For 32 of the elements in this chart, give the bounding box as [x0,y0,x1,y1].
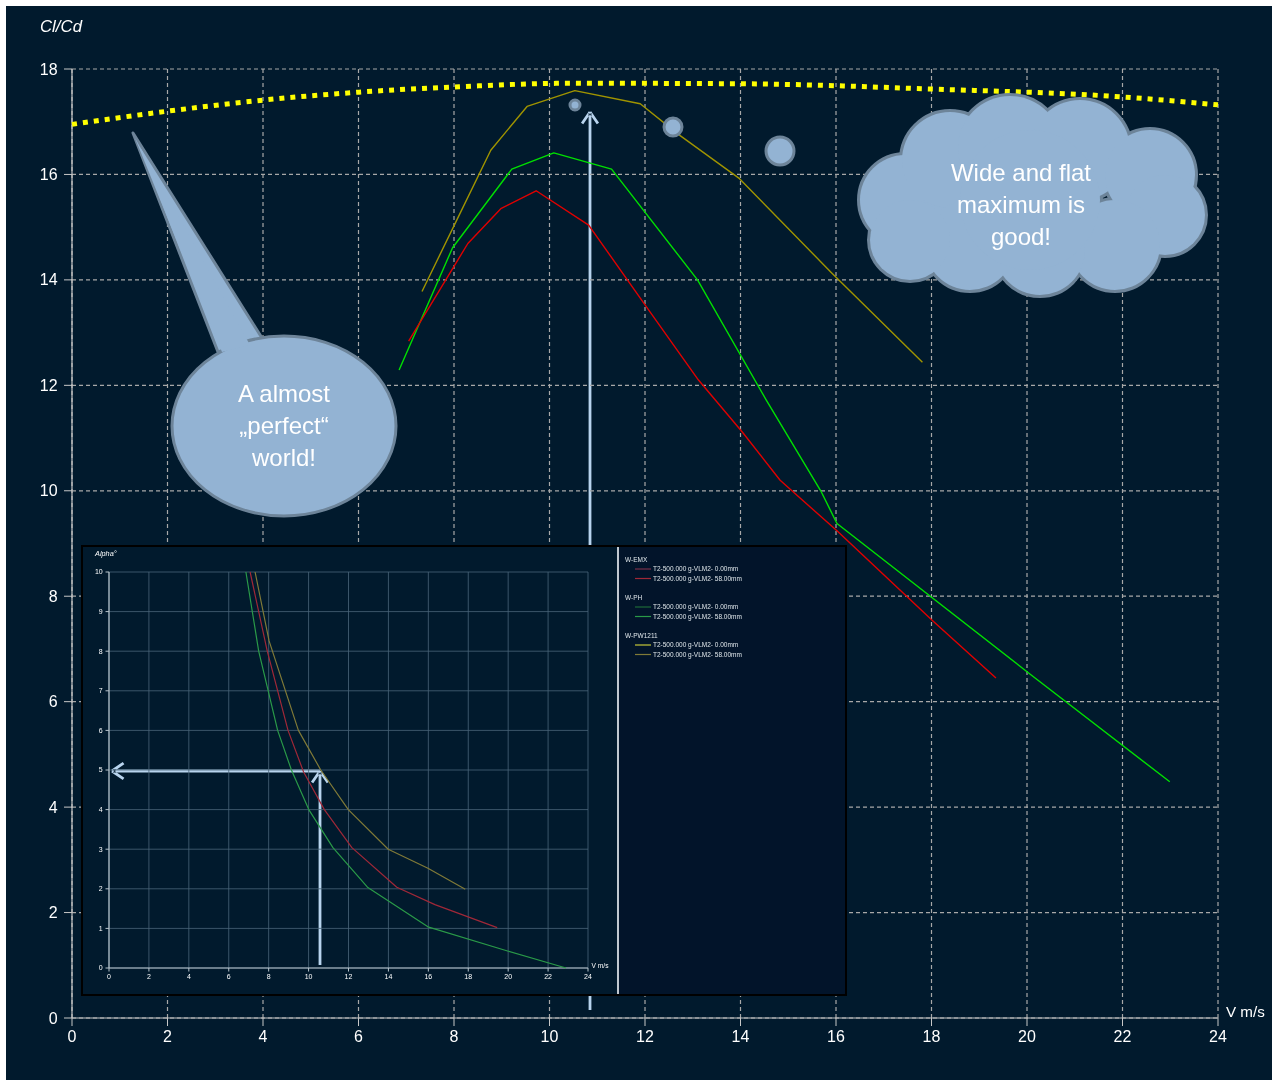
x-tick-label: 14 [731,1028,750,1045]
x-tick-label: 16 [827,1028,845,1045]
y-tick-label: 2 [48,904,58,922]
line-series [245,571,567,969]
x-tick-label: 20 [1018,1028,1036,1045]
y-tick-label: 12 [39,376,58,394]
x-tick-label: 8 [449,1028,459,1045]
annotation: Wide and flat maximum is good! [950,159,1092,250]
annotation: A almost „perfect“ world! [237,380,331,471]
x-tick-label: 18 [922,1028,941,1045]
line-series [249,571,498,929]
x-tick-label: 4 [258,1028,268,1045]
x-tick-label: 0 [67,1028,77,1045]
y-tick-label: 0 [48,1009,58,1027]
line-series [254,571,466,890]
y-tick-label: 14 [39,271,58,289]
y-tick-label: 6 [48,693,58,711]
y-tick-label: 10 [39,482,58,500]
x-axis-title: V m/s [1226,1003,1266,1021]
y-tick-label: 8 [48,587,58,605]
x-tick-label: 22 [1113,1028,1132,1045]
y-tick-label: 16 [39,166,58,184]
y-axis-title: Cl/Cd [40,17,83,37]
x-tick-label: 10 [540,1028,559,1045]
x-tick-label: 24 [1209,1028,1227,1045]
x-tick-label: 2 [163,1028,173,1045]
y-tick-label: 4 [48,798,58,816]
line-series [398,152,1171,783]
x-tick-label: 6 [354,1028,364,1045]
x-tick-label: 12 [636,1028,654,1045]
y-tick-label: 18 [39,60,58,78]
line-series [421,89,924,363]
